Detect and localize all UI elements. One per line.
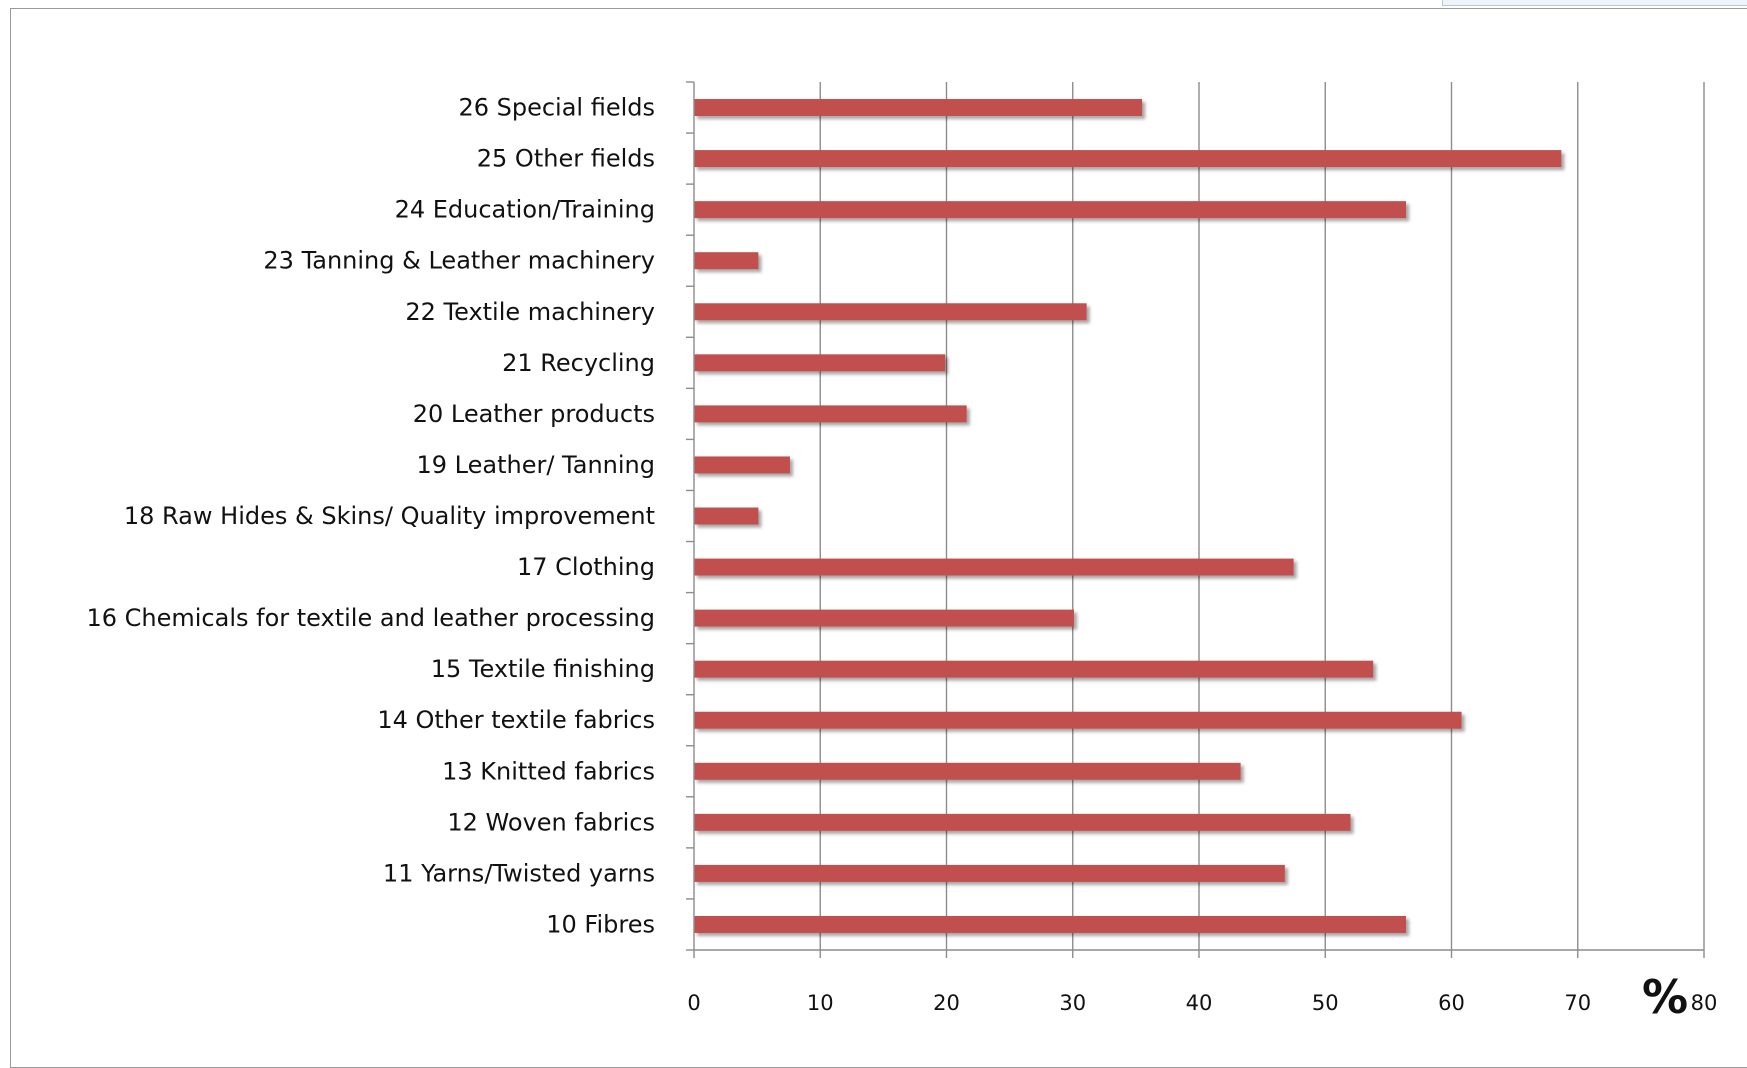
category-label: 10 Fibres — [546, 910, 655, 938]
bar — [694, 354, 946, 372]
x-tick-label: 80 — [1691, 991, 1718, 1015]
x-tick-label: 50 — [1312, 991, 1339, 1015]
bar — [694, 99, 1143, 117]
x-tick-label: 60 — [1438, 991, 1465, 1015]
bar — [694, 660, 1374, 678]
corner-tab — [1442, 0, 1747, 6]
category-label: 24 Education/Training — [395, 196, 655, 224]
gridlines — [819, 82, 1705, 950]
bar — [694, 252, 759, 270]
x-tick-label: 30 — [1059, 991, 1086, 1015]
category-label: 21 Recycling — [502, 349, 655, 377]
bar — [694, 915, 1407, 933]
bar — [694, 150, 1562, 168]
x-tick-label: 20 — [933, 991, 960, 1015]
x-tick-labels: 0 10 20 30 40 50 60 70 80 — [687, 991, 1717, 1015]
bar — [694, 609, 1075, 627]
chart-frame — [10, 8, 1747, 1068]
bar — [694, 507, 759, 525]
category-label: 12 Woven fabrics — [447, 808, 655, 836]
bar — [694, 711, 1462, 729]
axes — [686, 81, 1705, 958]
bar — [694, 456, 790, 474]
category-label: 20 Leather products — [413, 400, 655, 428]
bar — [694, 813, 1351, 831]
bars — [694, 99, 1562, 933]
x-tick-label: 10 — [807, 991, 834, 1015]
category-label: 26 Special fields — [458, 94, 655, 122]
category-label: 17 Clothing — [517, 553, 655, 581]
category-label: 11 Yarns/Twisted yarns — [383, 859, 655, 887]
x-tick-label: 70 — [1564, 991, 1591, 1015]
bar — [694, 201, 1407, 219]
x-tick-label: 0 — [687, 991, 700, 1015]
bar — [694, 762, 1241, 780]
category-label: 13 Knitted fabrics — [442, 757, 655, 785]
category-label: 15 Textile finishing — [431, 655, 655, 683]
bar — [694, 864, 1285, 882]
category-labels: 26 Special fields 25 Other fields 24 Educa… — [86, 94, 655, 939]
x-tick-label: 40 — [1186, 991, 1213, 1015]
category-label: 18 Raw Hides & Skins/ Quality improvemen… — [124, 502, 655, 530]
category-label: 19 Leather/ Tanning — [417, 451, 656, 479]
bar — [694, 405, 967, 423]
category-label: 23 Tanning & Leather machinery — [263, 247, 655, 275]
category-label: 25 Other fields — [477, 145, 655, 173]
bar — [694, 303, 1087, 321]
unit-label: % — [1642, 970, 1688, 1024]
category-label: 16 Chemicals for textile and leather pro… — [86, 604, 655, 632]
bar — [694, 558, 1294, 576]
category-label: 22 Textile machinery — [405, 298, 655, 326]
category-label: 14 Other textile fabrics — [377, 706, 655, 734]
